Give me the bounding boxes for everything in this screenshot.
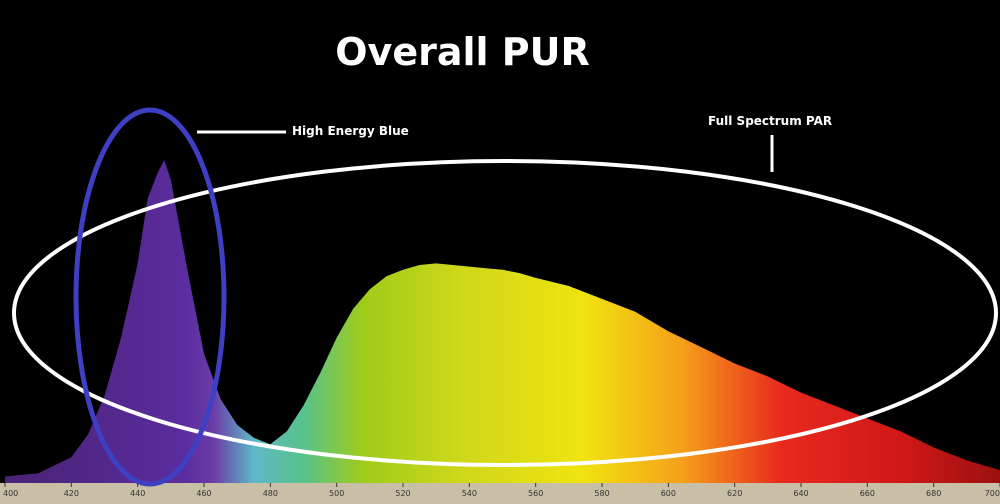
- x-tick-label-680: 680: [926, 489, 941, 498]
- full-spectrum-par-ellipse: [12, 159, 998, 467]
- x-tick-label-700: 700: [985, 489, 1000, 498]
- x-tick-label-460: 460: [196, 489, 211, 498]
- full-spectrum-par-label: Full Spectrum PAR: [708, 114, 833, 128]
- x-axis-strip: [0, 483, 1000, 504]
- x-tick-label-580: 580: [594, 489, 609, 498]
- x-tick-label-540: 540: [462, 489, 477, 498]
- x-tick-label-560: 560: [528, 489, 543, 498]
- x-tick-label-480: 480: [263, 489, 278, 498]
- x-tick-label-600: 600: [661, 489, 676, 498]
- x-tick-label-660: 660: [860, 489, 875, 498]
- x-tick-label-400: 400: [3, 489, 18, 498]
- x-tick-label-620: 620: [727, 489, 742, 498]
- x-tick-label-640: 640: [793, 489, 808, 498]
- x-tick-label-440: 440: [130, 489, 145, 498]
- x-tick-label-420: 420: [64, 489, 79, 498]
- high-energy-blue-label: High Energy Blue: [292, 124, 409, 138]
- chart-title: Overall PUR: [335, 30, 590, 74]
- x-axis-ticks: 400 420 440 460 480 500 520 540 560 580 600 620 640 6…: [3, 483, 1000, 498]
- x-tick-label-520: 520: [395, 489, 410, 498]
- x-tick-label-500: 500: [329, 489, 344, 498]
- high-energy-blue-ellipse: [73, 107, 227, 487]
- spectrum-area: [5, 160, 1000, 483]
